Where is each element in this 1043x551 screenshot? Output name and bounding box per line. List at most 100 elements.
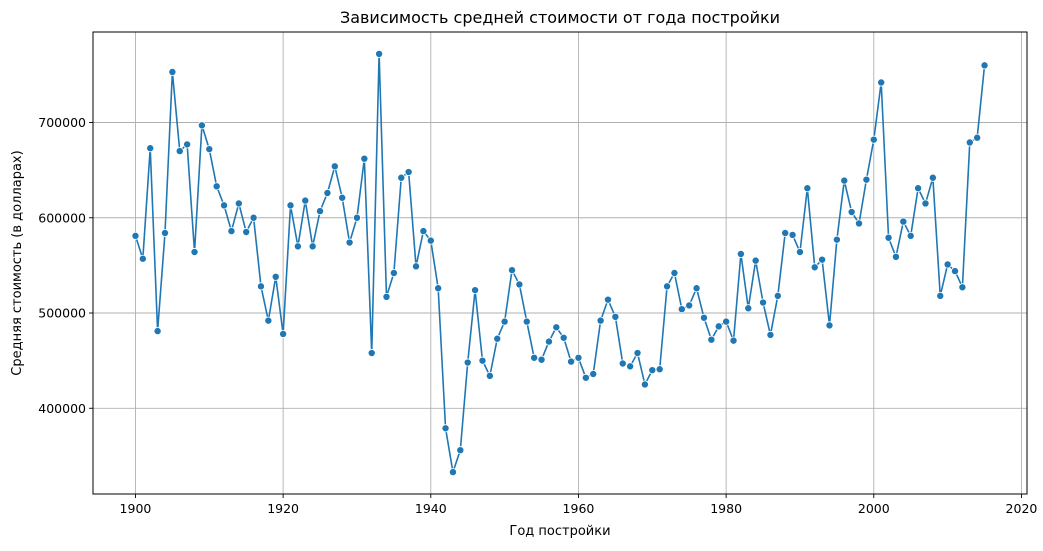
data-point: [138, 254, 147, 263]
data-point: [212, 182, 221, 191]
axis-ticks: 1900 1920 1940 1960 1980 2000 2020 400000 500000…: [38, 115, 1037, 516]
data-point: [729, 336, 738, 345]
plot-area-frame: [92, 31, 1028, 495]
data-point: [699, 313, 708, 322]
data-point: [471, 286, 480, 295]
data-point: [847, 208, 856, 217]
data-point: [818, 255, 827, 264]
data-point: [389, 269, 398, 278]
data-point: [160, 228, 169, 237]
x-tick-label: 1900: [120, 501, 152, 516]
data-point: [832, 235, 841, 244]
data-point: [618, 359, 627, 368]
data-point: [131, 231, 140, 240]
x-tick-label: 1980: [710, 501, 742, 516]
data-point: [640, 380, 649, 389]
y-tick-label: 600000: [38, 210, 86, 225]
data-point: [958, 283, 967, 292]
data-point: [522, 317, 531, 326]
data-point: [316, 207, 325, 216]
data-point: [596, 316, 605, 325]
data-point: [434, 284, 443, 293]
data-point: [736, 249, 745, 258]
data-point: [382, 292, 391, 301]
y-tick-label: 700000: [38, 115, 86, 130]
data-point: [293, 242, 302, 251]
data-point: [855, 219, 864, 228]
chart-title: Зависимость средней стоимости от года по…: [340, 8, 780, 27]
series-line: [134, 53, 986, 473]
data-point: [375, 49, 384, 58]
data-point: [633, 349, 642, 358]
data-point: [544, 337, 553, 346]
data-point: [862, 175, 871, 184]
data-point: [951, 267, 960, 276]
data-point: [663, 282, 672, 291]
data-point: [205, 145, 214, 154]
data-point: [788, 230, 797, 239]
data-point: [197, 121, 206, 130]
data-point: [891, 252, 900, 261]
data-point: [928, 173, 937, 182]
data-point: [611, 312, 620, 321]
data-point: [242, 228, 251, 237]
data-point: [330, 162, 339, 171]
data-point: [530, 353, 539, 362]
data-point: [714, 322, 723, 331]
data-point: [227, 227, 236, 236]
data-point: [773, 291, 782, 300]
data-point: [500, 317, 509, 326]
data-point: [456, 446, 465, 455]
data-point: [869, 135, 878, 144]
x-axis-label: Год постройки: [509, 524, 610, 539]
data-point: [936, 291, 945, 300]
data-point: [655, 365, 664, 374]
x-tick-label: 1920: [267, 501, 299, 516]
data-point: [759, 298, 768, 307]
data-point: [899, 217, 908, 226]
data-point: [279, 329, 288, 338]
data-point: [419, 227, 428, 236]
data-point: [581, 373, 590, 382]
data-point: [537, 355, 546, 364]
data-point: [308, 242, 317, 251]
data-point: [412, 262, 421, 271]
data-point: [234, 199, 243, 208]
data-point: [825, 321, 834, 330]
data-point: [670, 269, 679, 278]
data-point: [404, 168, 413, 177]
data-point: [692, 284, 701, 293]
data-point: [921, 199, 930, 208]
data-point: [183, 140, 192, 149]
data-point: [685, 301, 694, 310]
data-point: [286, 201, 295, 210]
x-tick-label: 1960: [563, 501, 595, 516]
data-point: [448, 468, 457, 477]
data-point: [648, 366, 657, 375]
x-tick-label: 1940: [415, 501, 447, 516]
data-point: [877, 78, 886, 87]
data-point: [589, 369, 598, 378]
data-point: [906, 231, 915, 240]
data-point: [338, 193, 347, 202]
data-point: [965, 138, 974, 147]
data-point: [301, 196, 310, 205]
data-point: [478, 356, 487, 365]
data-point: [190, 248, 199, 257]
data-point: [884, 233, 893, 242]
data-point: [677, 305, 686, 314]
data-point: [220, 201, 229, 210]
data-point: [795, 248, 804, 257]
data-point: [810, 263, 819, 272]
data-point: [367, 349, 376, 358]
data-point: [766, 330, 775, 339]
data-point: [980, 61, 989, 70]
data-point: [559, 333, 568, 342]
data-point: [914, 184, 923, 193]
data-point: [146, 144, 155, 153]
data-point: [508, 266, 517, 275]
data-point: [256, 282, 265, 291]
data-point: [352, 213, 361, 222]
data-point: [153, 327, 162, 336]
